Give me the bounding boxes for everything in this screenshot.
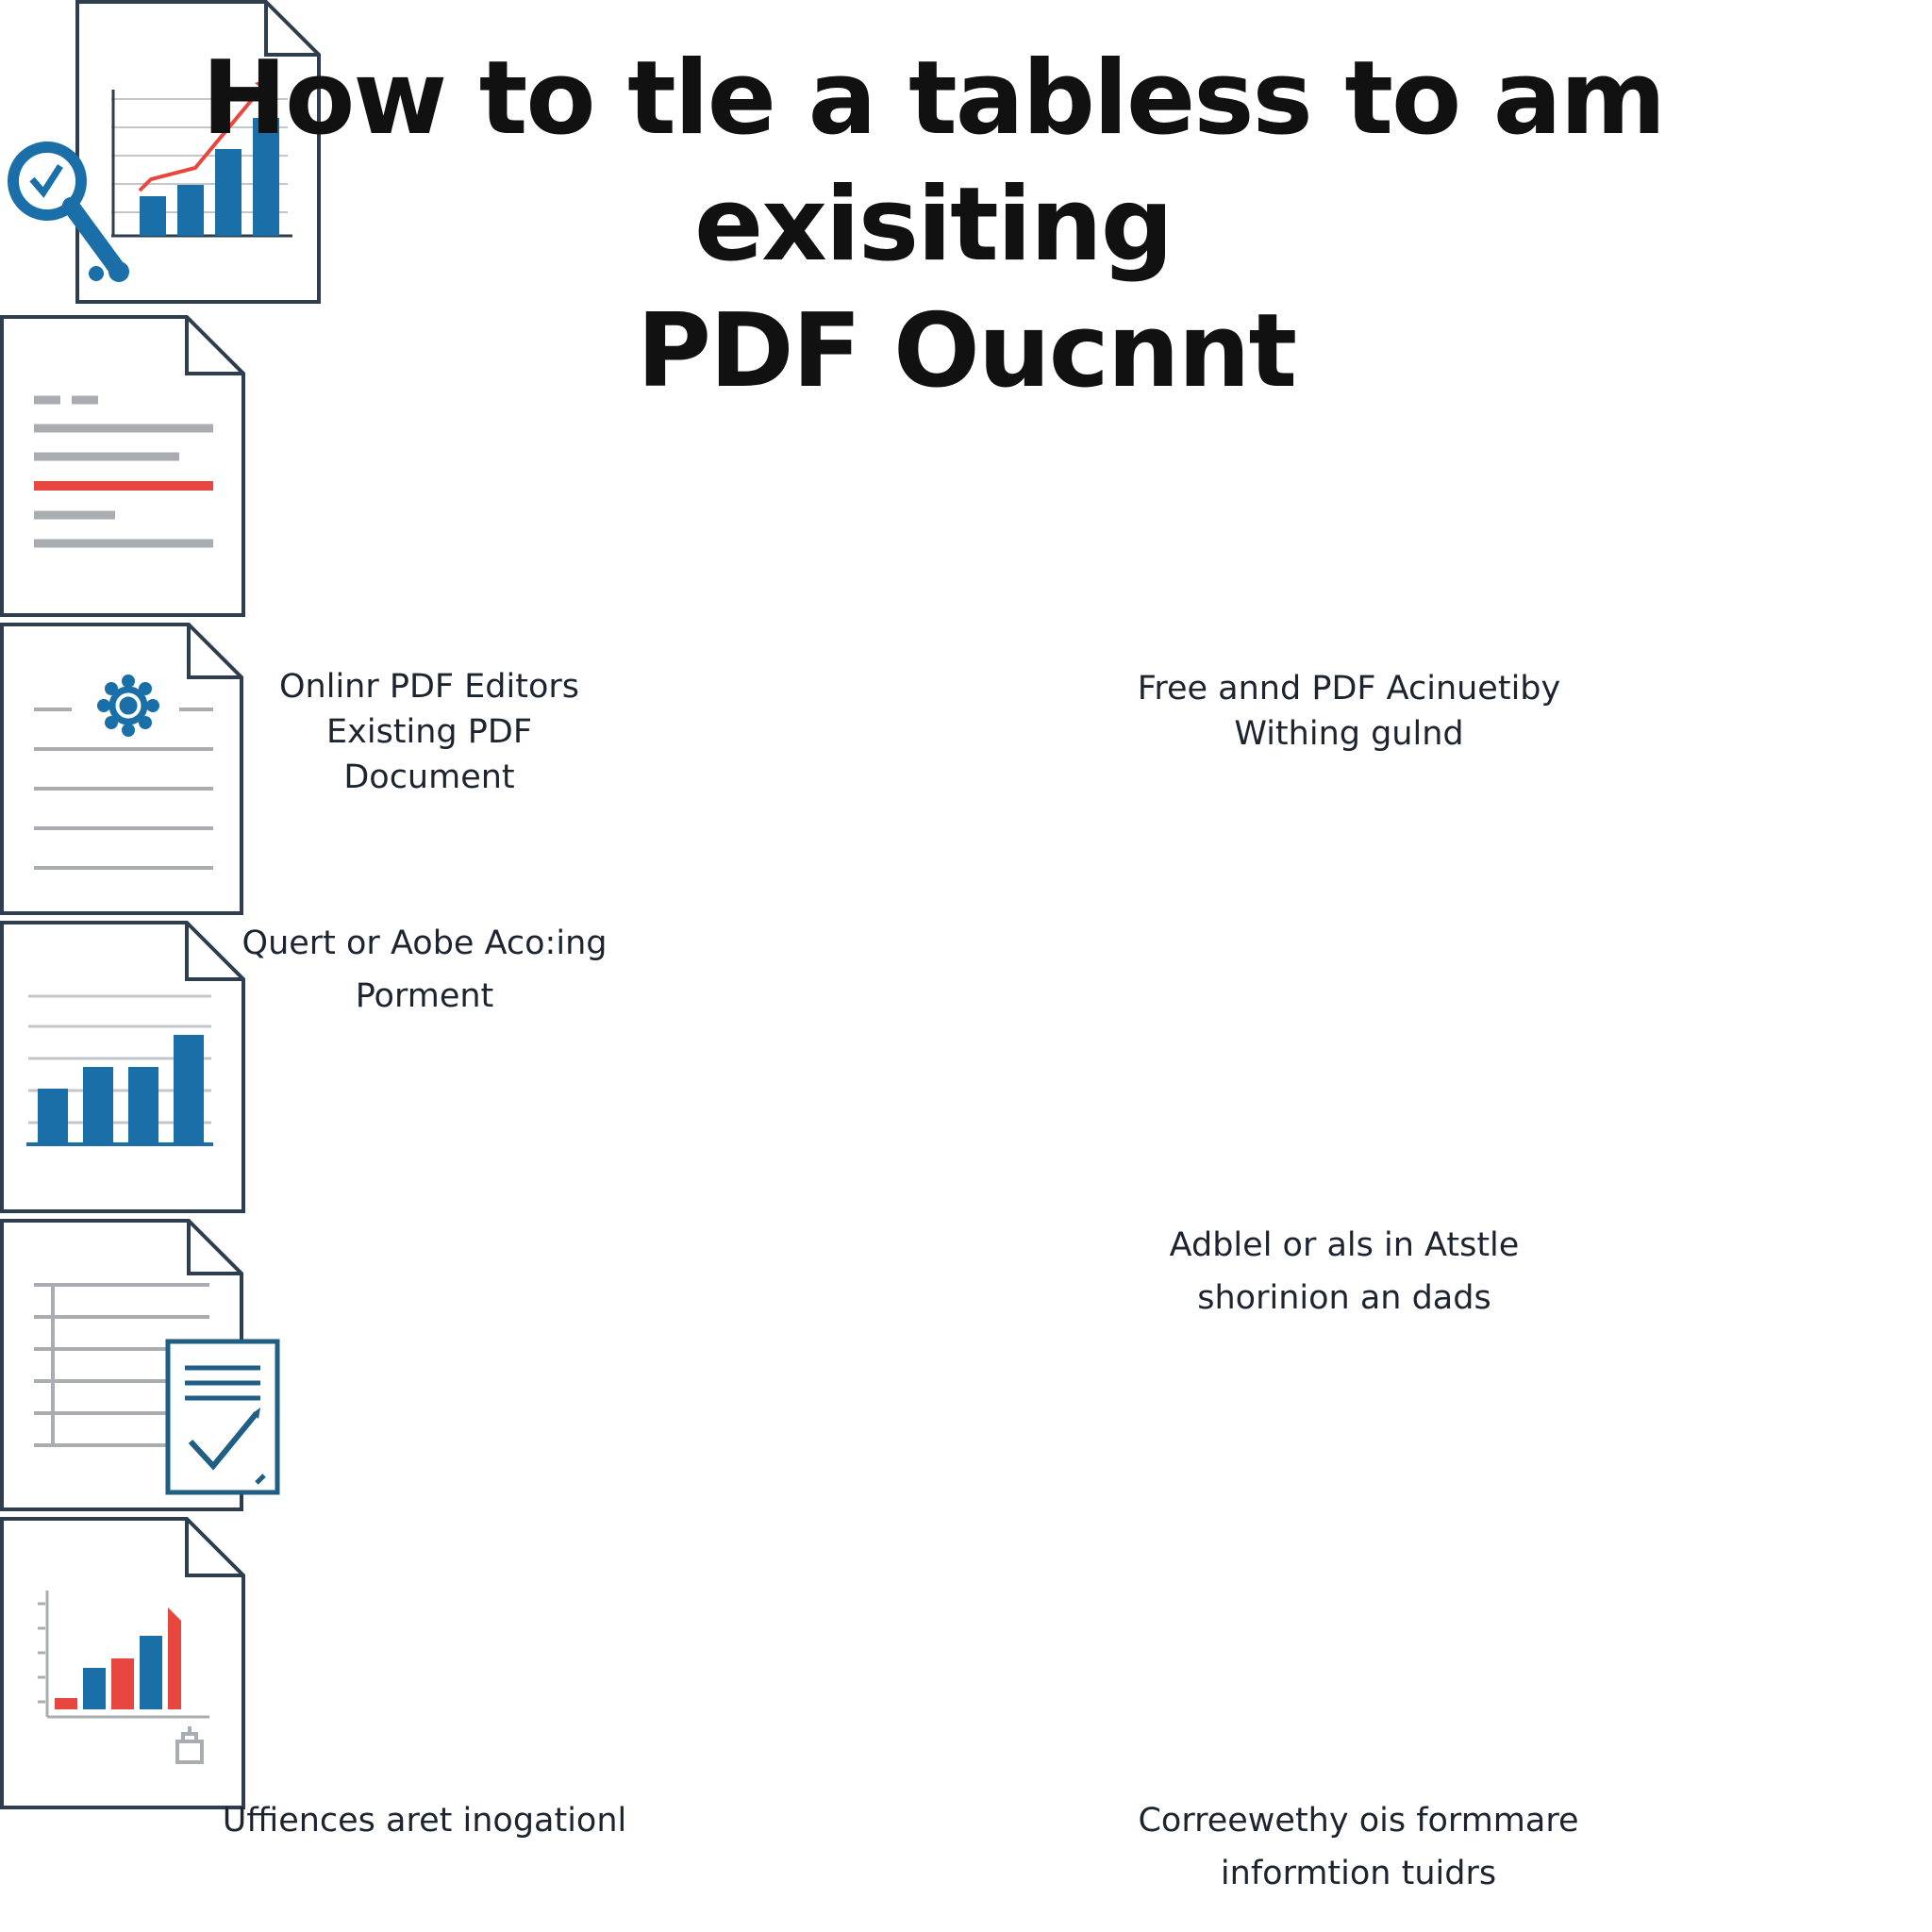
chart-bars [38, 1035, 204, 1143]
check-document-icon [165, 1339, 280, 1495]
card-correewethy: Correewethy ois formmare informtion tuid… [0, 1517, 1932, 1892]
card-caption: Adblel or als in Atstle shorinion an dad… [1169, 1226, 1520, 1317]
card-online-pdf-editors: Onlinr PDF Editors Existing PDF Document [0, 0, 1932, 796]
card-uffiences: Uffiences aret inogationl [0, 1219, 1932, 1840]
title-line-1: How to tle a tabless to am exisiting [201, 40, 1666, 284]
document-outline [0, 623, 243, 915]
document-fold [185, 1519, 243, 1577]
card-caption: Onlinr PDF Editors Existing PDF Document [278, 668, 579, 796]
card-caption: Correewethy ois formmare informtion tuid… [1138, 1802, 1579, 1892]
title-line-2: PDF Oucnnt [636, 292, 1297, 410]
document-text-lines-icon [0, 315, 245, 617]
card-query-adobe: Quert or Aobe Aco:ing Porment [0, 623, 1932, 1015]
document-bar-chart-icon [0, 921, 245, 1213]
lock-icon [175, 1726, 204, 1764]
card-free-pdf-activity: Free annd PDF Acinuetiby Withing gulnd [0, 315, 1932, 753]
document-fold [187, 1221, 242, 1275]
chart-bars [55, 1607, 181, 1709]
document-chart-magnifier-icon [8, 0, 321, 304]
document-checklist-icon [0, 1219, 280, 1511]
document-fold [187, 625, 242, 679]
trend-line [138, 83, 266, 192]
document-fold [185, 317, 243, 375]
card-adblel: Adblel or als in Atstle shorinion an dad… [0, 921, 1932, 1317]
magnifier-icon [8, 142, 129, 282]
document-fold [185, 923, 243, 981]
chart-axes [45, 1591, 209, 1719]
card-caption: Uffiences aret inogationl [222, 1802, 627, 1840]
gear-icon [97, 675, 159, 737]
card-caption: Free annd PDF Acinuetiby Withing gulnd [1137, 670, 1561, 753]
page-title: How to tle a tabless to am exisiting PDF… [0, 36, 1932, 415]
document-fold [264, 2, 319, 57]
chart-bars [140, 118, 279, 236]
document-color-chart-lock-icon [0, 1517, 245, 1809]
document-gear-lines-icon [0, 623, 243, 915]
text-lines [34, 708, 213, 870]
text-lines [34, 395, 213, 548]
axis-ticks [38, 1602, 45, 1704]
trend-arrowhead [255, 79, 267, 92]
card-caption: Quert or Aobe Aco:ing Porment [242, 924, 608, 1015]
